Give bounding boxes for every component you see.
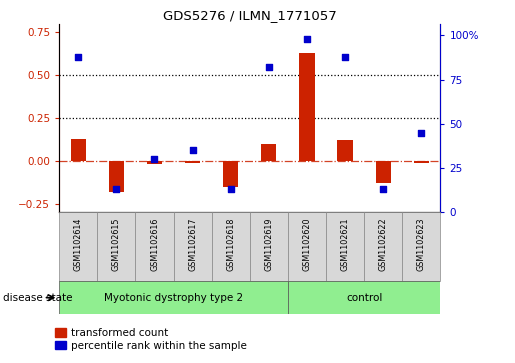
Text: GSM1102619: GSM1102619 xyxy=(264,218,273,272)
Text: GSM1102620: GSM1102620 xyxy=(302,218,312,272)
Bar xyxy=(109,161,124,192)
Bar xyxy=(261,144,277,161)
Bar xyxy=(185,161,200,163)
Bar xyxy=(402,212,440,281)
Point xyxy=(112,187,121,192)
Text: Myotonic dystrophy type 2: Myotonic dystrophy type 2 xyxy=(104,293,243,303)
Point xyxy=(265,64,273,70)
Text: GSM1102616: GSM1102616 xyxy=(150,218,159,271)
Text: GSM1102621: GSM1102621 xyxy=(340,218,350,272)
Point xyxy=(303,36,311,42)
Bar xyxy=(414,161,429,163)
Text: GSM1102618: GSM1102618 xyxy=(226,218,235,271)
Text: GSM1102622: GSM1102622 xyxy=(379,218,388,272)
Text: GSM1102617: GSM1102617 xyxy=(188,218,197,272)
Bar xyxy=(59,281,288,314)
Bar xyxy=(288,212,326,281)
Bar xyxy=(212,212,250,281)
Bar xyxy=(174,212,212,281)
Bar xyxy=(375,161,391,183)
Bar xyxy=(288,281,440,314)
Bar xyxy=(364,212,402,281)
Bar xyxy=(299,53,315,161)
Text: GSM1102623: GSM1102623 xyxy=(417,218,426,272)
Bar xyxy=(59,212,97,281)
Bar xyxy=(337,140,353,161)
Text: disease state: disease state xyxy=(3,293,72,303)
Legend: transformed count, percentile rank within the sample: transformed count, percentile rank withi… xyxy=(56,328,247,351)
Bar xyxy=(135,212,174,281)
Point xyxy=(227,187,235,192)
Point xyxy=(74,54,82,60)
Bar xyxy=(326,212,364,281)
Bar xyxy=(223,161,238,187)
Point xyxy=(379,187,387,192)
Point xyxy=(188,147,197,153)
Point xyxy=(150,156,159,162)
Text: GSM1102615: GSM1102615 xyxy=(112,218,121,272)
Bar xyxy=(147,161,162,164)
Text: GSM1102614: GSM1102614 xyxy=(74,218,83,271)
Bar xyxy=(97,212,135,281)
Point xyxy=(341,54,349,60)
Title: GDS5276 / ILMN_1771057: GDS5276 / ILMN_1771057 xyxy=(163,9,337,23)
Point xyxy=(417,130,425,136)
Text: control: control xyxy=(346,293,382,303)
Bar xyxy=(71,139,86,161)
Bar xyxy=(250,212,288,281)
